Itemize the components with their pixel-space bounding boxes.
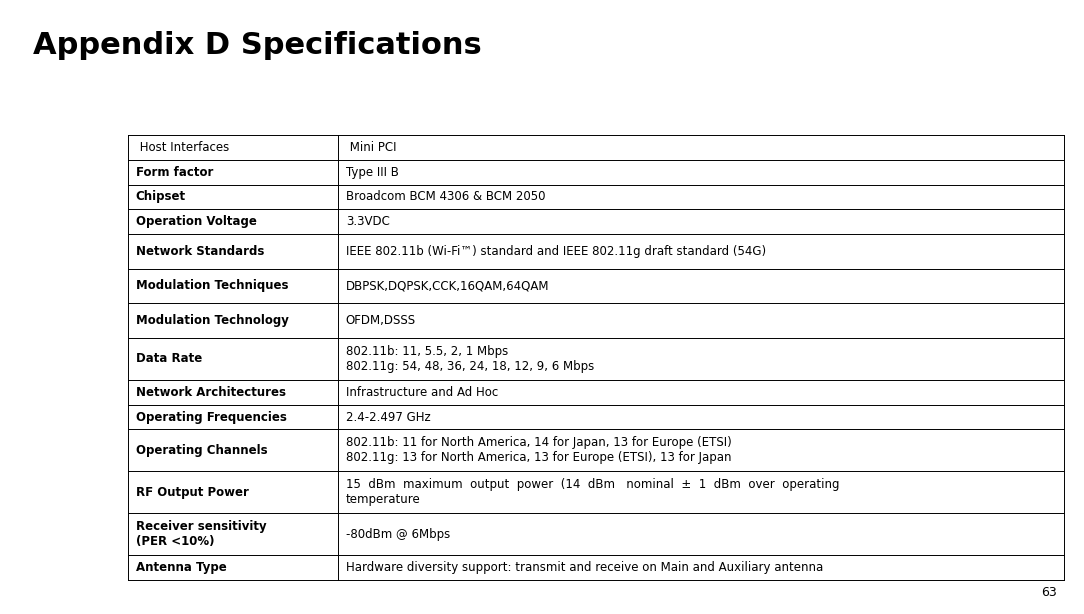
Text: Hardware diversity support: transmit and receive on Main and Auxiliary antenna: Hardware diversity support: transmit and… [346,561,823,574]
Text: 2.4-2.497 GHz: 2.4-2.497 GHz [346,411,430,424]
Text: Operation Voltage: Operation Voltage [136,215,257,228]
Text: OFDM,DSSS: OFDM,DSSS [346,314,416,327]
Text: Infrastructure and Ad Hoc: Infrastructure and Ad Hoc [346,386,498,398]
Text: DBPSK,DQPSK,CCK,16QAM,64QAM: DBPSK,DQPSK,CCK,16QAM,64QAM [346,279,550,292]
Text: 802.11b: 11 for North America, 14 for Japan, 13 for Europe (ETSI)
802.11g: 13 fo: 802.11b: 11 for North America, 14 for Ja… [346,437,732,464]
Text: Host Interfaces: Host Interfaces [136,141,229,154]
Text: -80dBm @ 6Mbps: -80dBm @ 6Mbps [346,528,450,541]
Text: 802.11b: 11, 5.5, 2, 1 Mbps
802.11g: 54, 48, 36, 24, 18, 12, 9, 6 Mbps: 802.11b: 11, 5.5, 2, 1 Mbps 802.11g: 54,… [346,345,594,373]
Text: Mini PCI: Mini PCI [346,141,397,154]
Text: Form factor: Form factor [136,166,212,179]
Text: Antenna Type: Antenna Type [136,561,227,574]
Text: Modulation Technology: Modulation Technology [136,314,288,327]
Text: Chipset: Chipset [136,190,185,203]
Text: 15  dBm  maximum  output  power  (14  dBm   nominal  ±  1  dBm  over  operating
: 15 dBm maximum output power (14 dBm nomi… [346,478,839,507]
Text: Type III B: Type III B [346,166,399,179]
Text: Broadcom BCM 4306 & BCM 2050: Broadcom BCM 4306 & BCM 2050 [346,190,545,203]
Text: Operating Frequencies: Operating Frequencies [136,411,286,424]
Text: 3.3VDC: 3.3VDC [346,215,389,228]
Text: IEEE 802.11b (Wi-Fi™) standard and IEEE 802.11g draft standard (54G): IEEE 802.11b (Wi-Fi™) standard and IEEE … [346,245,766,258]
Text: Appendix D Specifications: Appendix D Specifications [33,31,481,60]
Text: Receiver sensitivity
(PER <10%): Receiver sensitivity (PER <10%) [136,521,267,548]
Text: RF Output Power: RF Output Power [136,486,248,499]
Text: Network Standards: Network Standards [136,245,263,258]
Text: Network Architectures: Network Architectures [136,386,285,398]
Text: Operating Channels: Operating Channels [136,444,267,457]
Text: Modulation Techniques: Modulation Techniques [136,279,288,292]
Text: Data Rate: Data Rate [136,352,202,365]
Text: 63: 63 [1041,586,1057,599]
